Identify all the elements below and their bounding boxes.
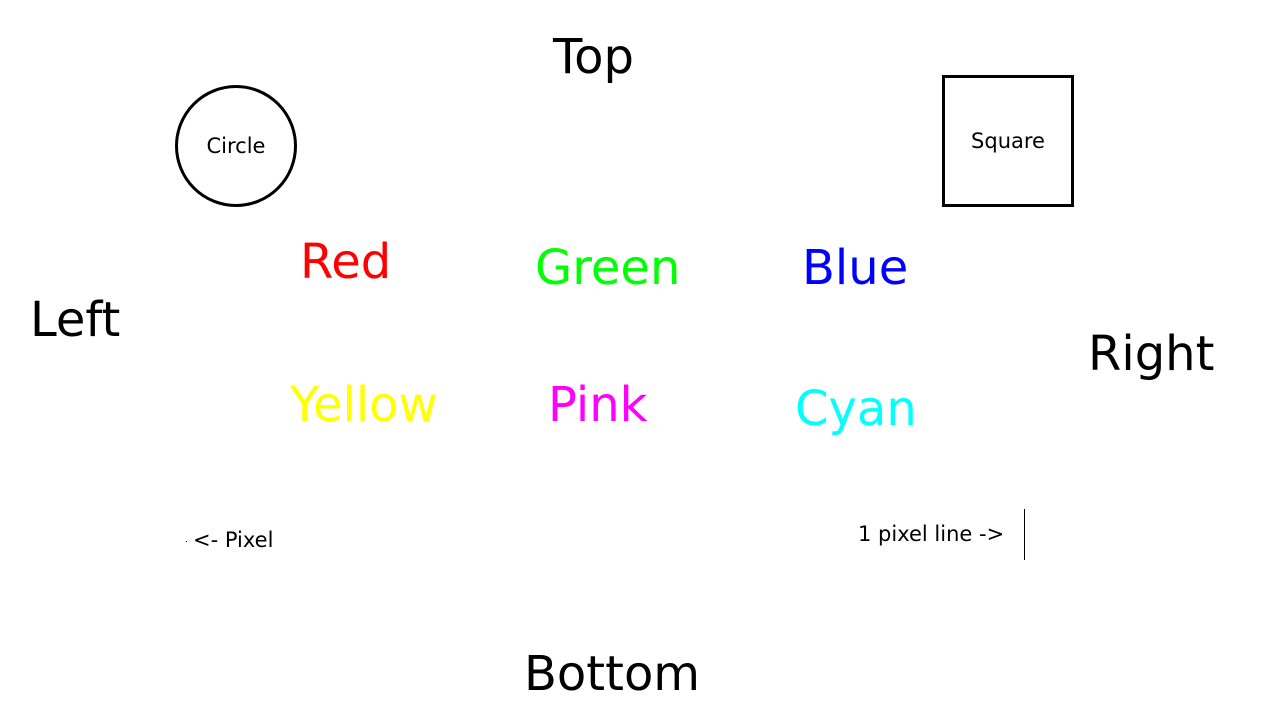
green-word: Green <box>535 240 681 296</box>
square-label: Square <box>971 129 1045 153</box>
bottom-label: Bottom <box>524 646 701 702</box>
pixel-label: <- Pixel <box>193 528 274 552</box>
cyan-word: Cyan <box>795 381 917 437</box>
pink-word: Pink <box>548 377 648 433</box>
blue-word: Blue <box>802 240 909 296</box>
pixel-line-label: 1 pixel line -> <box>858 522 1005 546</box>
left-label: Left <box>30 292 121 348</box>
right-label: Right <box>1088 326 1215 382</box>
circle-label: Circle <box>206 134 266 158</box>
yellow-word: Yellow <box>290 377 438 433</box>
top-label: Top <box>553 29 634 85</box>
square-shape: Square <box>942 75 1074 207</box>
single-pixel-dot <box>186 541 187 542</box>
one-pixel-line <box>1024 509 1025 560</box>
circle-shape: Circle <box>175 85 297 207</box>
red-word: Red <box>300 234 392 290</box>
